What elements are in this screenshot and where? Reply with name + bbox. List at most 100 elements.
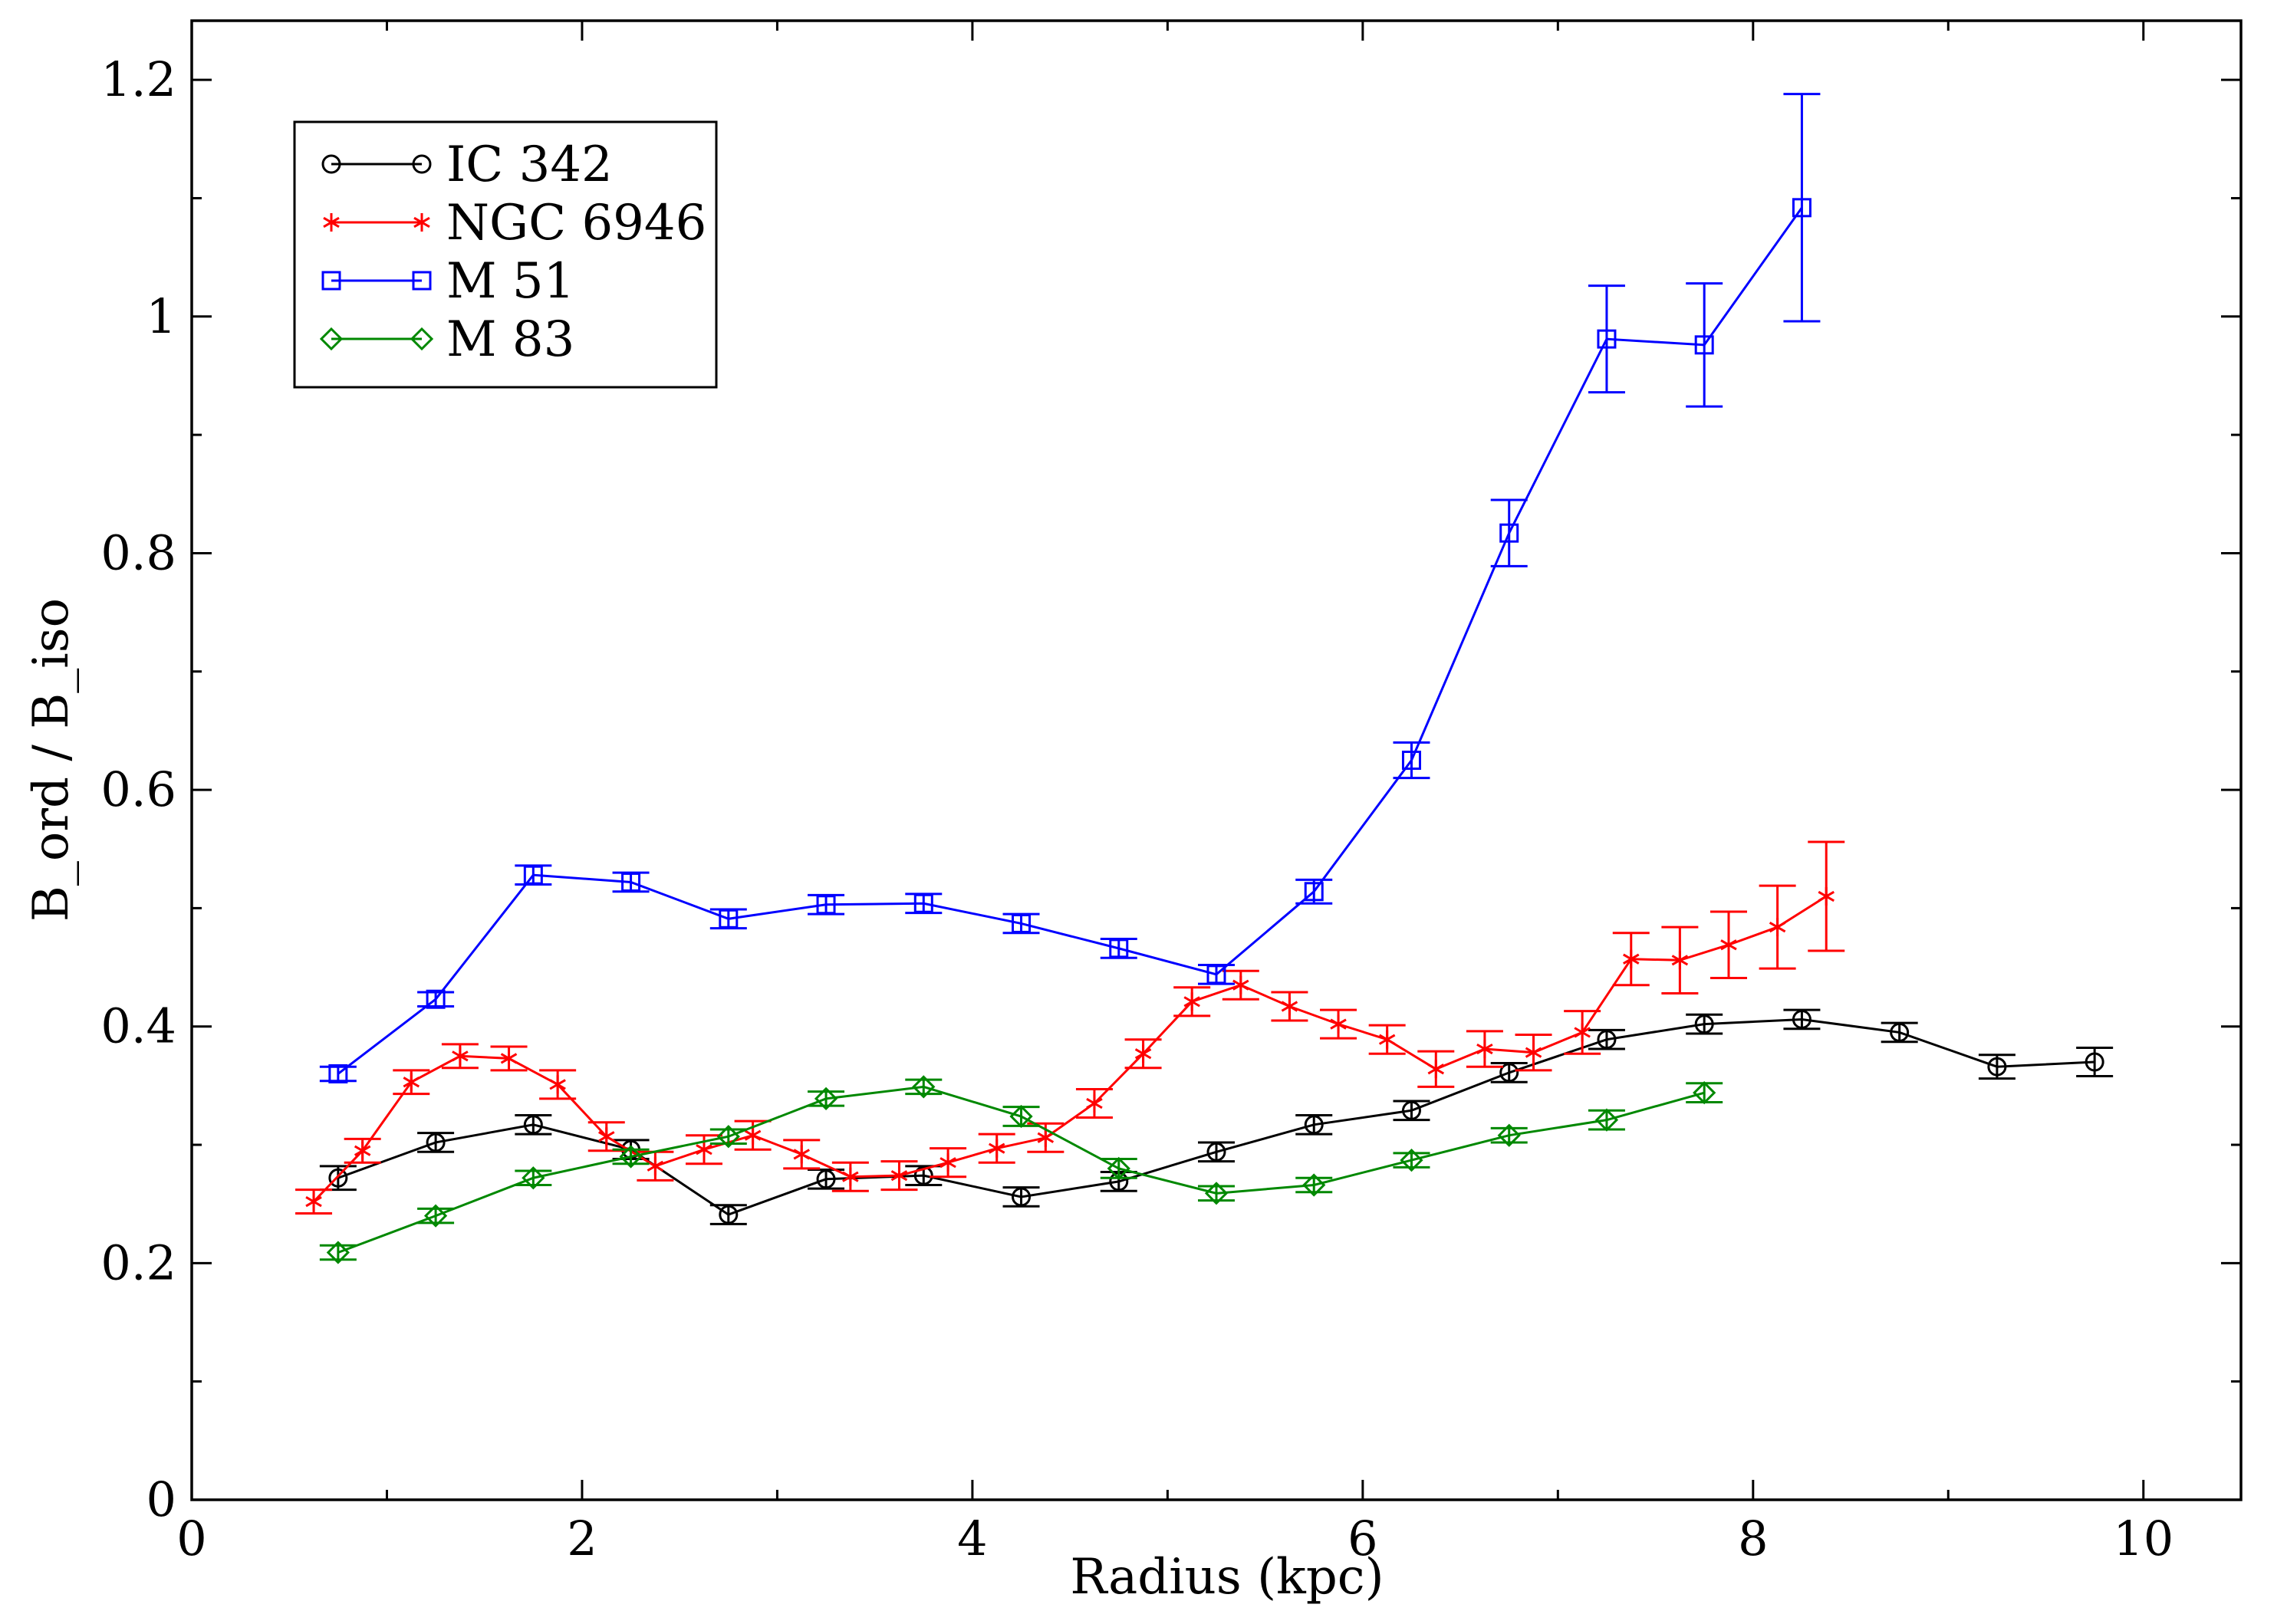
data-point [1206, 1142, 1226, 1162]
legend-label: M 51 [446, 253, 574, 310]
data-point [1769, 918, 1786, 937]
series-ic-342 [319, 1008, 2114, 1225]
data-point [988, 1139, 1005, 1158]
marker-stroke [696, 1144, 712, 1156]
marker-stroke [598, 1131, 615, 1142]
error-bar [1198, 1141, 1235, 1163]
data-point [719, 909, 739, 929]
error-bar [515, 1113, 552, 1136]
data-point [1086, 1094, 1103, 1113]
data-point [1401, 751, 1421, 770]
legend-label: NGC 6946 [446, 195, 706, 251]
x-tick-label: 4 [957, 1511, 987, 1566]
marker-stroke [744, 1129, 762, 1141]
marker-stroke [305, 1196, 322, 1208]
data-point [500, 1049, 518, 1068]
data-point [598, 1127, 615, 1146]
marker-stroke [647, 1160, 664, 1172]
legend-entry-ic-342: IC 342 [321, 136, 613, 193]
data-point [2085, 1052, 2104, 1072]
data-point [1183, 992, 1200, 1011]
error-bar [709, 1204, 747, 1225]
data-point [328, 1063, 348, 1083]
data-point [523, 1115, 543, 1135]
error-bar [1295, 1113, 1333, 1136]
error-bar [1686, 282, 1723, 408]
error-bar [417, 1207, 455, 1225]
series-ngc-6946 [295, 840, 1845, 1215]
data-point [403, 1073, 420, 1092]
data-point [1401, 1100, 1421, 1120]
data-point [1107, 1156, 1130, 1181]
marker-stroke [1427, 1063, 1445, 1075]
data-point [913, 893, 933, 913]
data-point [793, 1145, 810, 1164]
error-bar [808, 1090, 845, 1107]
error-bar [1393, 1100, 1430, 1122]
error-bar [1881, 1021, 1918, 1044]
marker-stroke [549, 1079, 566, 1090]
error-bar [319, 1065, 357, 1083]
data-point [1987, 1057, 2007, 1077]
data-point [1694, 335, 1714, 355]
data-point [354, 1141, 371, 1160]
error-bar [1490, 1126, 1528, 1144]
legend-marker [412, 271, 432, 291]
error-bar [1393, 741, 1430, 780]
marker-stroke [890, 1170, 908, 1182]
data-point [816, 895, 836, 915]
error-bar [319, 1244, 357, 1261]
data-point [1012, 913, 1032, 933]
error-bar [1588, 1109, 1625, 1131]
marker-stroke [1476, 1043, 1493, 1055]
x-tick-label: 0 [176, 1511, 206, 1566]
data-point [1012, 1187, 1032, 1207]
marker-stroke [1525, 1047, 1542, 1058]
legend-entry-ngc-6946: NGC 6946 [323, 195, 706, 251]
marker-stroke [1720, 939, 1737, 951]
series-m-51 [319, 93, 1821, 1083]
marker-stroke [500, 1053, 518, 1064]
data-point [1693, 1081, 1716, 1105]
x-tick-label: 8 [1738, 1511, 1768, 1566]
marker-stroke [354, 1145, 371, 1156]
error-bar [1588, 1028, 1625, 1050]
marker-stroke [1818, 890, 1835, 902]
x-axis-label: Radius (kpc) [1070, 1549, 1384, 1606]
data-point [1037, 1128, 1055, 1147]
data-point [423, 1204, 448, 1228]
series-m-83 [319, 1075, 1723, 1264]
data-point [1574, 1023, 1591, 1042]
marker-stroke [413, 216, 430, 228]
legend-marker [321, 271, 341, 291]
error-bar [1393, 1152, 1430, 1169]
data-point [1302, 1173, 1326, 1197]
x-tick-label: 2 [567, 1511, 597, 1566]
error-bar [612, 1148, 650, 1165]
error-bar [1002, 912, 1040, 935]
error-bar [709, 908, 747, 930]
data-point [1232, 975, 1249, 994]
series-line-ngc-6946 [312, 895, 1828, 1203]
x-tick-label: 10 [2113, 1511, 2173, 1566]
data-point [1330, 1014, 1347, 1034]
y-tick-label: 1 [146, 288, 176, 344]
data-point [1497, 1123, 1521, 1147]
marker-stroke [988, 1142, 1005, 1154]
y-tick-label: 1.2 [100, 51, 176, 107]
error-bar [515, 1169, 552, 1187]
data-point [328, 1168, 348, 1188]
error-bar [1783, 93, 1821, 323]
data-point [1476, 1040, 1493, 1059]
data-point [744, 1126, 762, 1145]
data-point [523, 865, 543, 885]
data-point [549, 1075, 566, 1094]
error-bar [1686, 1082, 1723, 1103]
y-tick-label: 0.4 [100, 998, 176, 1054]
data-point [426, 1133, 446, 1152]
legend-marker [319, 327, 344, 351]
data-point [647, 1156, 664, 1175]
data-point [1378, 1030, 1396, 1049]
error-bar [1198, 1185, 1235, 1202]
